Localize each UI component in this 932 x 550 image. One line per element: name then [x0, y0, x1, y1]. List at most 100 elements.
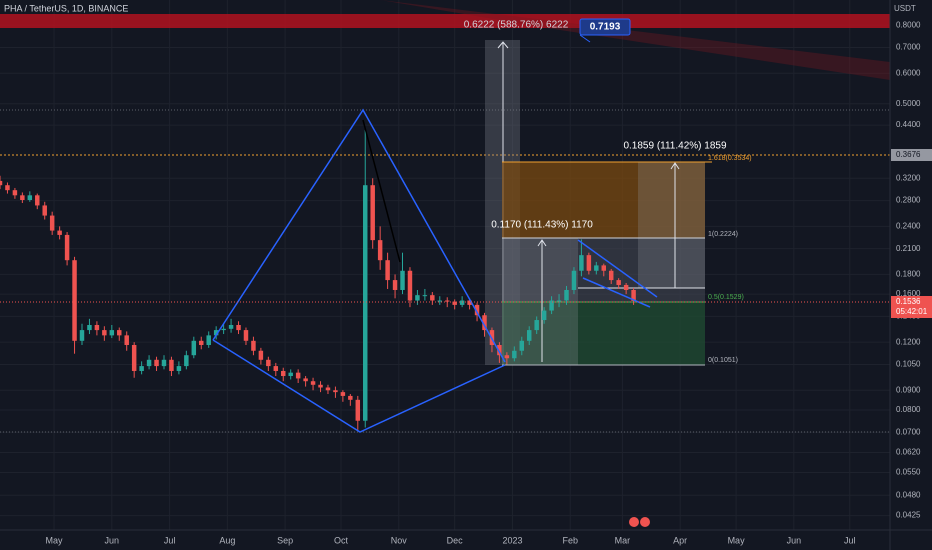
candle-body [355, 399, 361, 421]
candle-body [445, 300, 450, 302]
candle-body [221, 328, 226, 331]
x-tick-label: May [46, 535, 64, 545]
candle-body [94, 324, 100, 331]
x-tick-label: May [728, 535, 746, 545]
y-tick-label: 0.0480 [896, 490, 921, 499]
candle-body [57, 230, 62, 235]
alert-price-box [891, 149, 932, 161]
candle-body [430, 295, 435, 301]
last-price-box [891, 296, 932, 318]
candle-body [228, 324, 234, 329]
x-tick-label: Feb [562, 535, 578, 545]
y-tick-label: 0.0425 [896, 511, 921, 520]
candle-body [295, 372, 301, 379]
y-tick-label: 0.7000 [896, 43, 921, 52]
candle-body [35, 195, 40, 206]
candle-body [273, 366, 279, 371]
label-pointer [579, 34, 591, 43]
candle-body [42, 205, 47, 216]
countdown: 05:42:01 [896, 307, 928, 316]
candle-body [176, 366, 182, 371]
candle-body [437, 300, 443, 302]
candle-body [27, 195, 33, 200]
chart-title: PHA / TetherUS, 1D, BINANCE [4, 3, 128, 13]
candle-body [467, 300, 472, 305]
x-tick-label: Jun [105, 535, 120, 545]
candle-body [534, 320, 539, 331]
candle-body [579, 255, 584, 271]
x-tick-label: Jun [787, 535, 802, 545]
resistance-band [0, 14, 890, 28]
candle-body [504, 355, 510, 359]
candle-body [236, 324, 241, 331]
candle-body [586, 255, 592, 271]
y-tick-label: 0.6000 [896, 68, 921, 77]
measure-label: 0.6222 (588.76%) 6222 [464, 20, 569, 31]
arrow-head [670, 162, 680, 170]
candle-body [422, 295, 428, 297]
measure-label: 0.1170 (111.43%) 1170 [491, 220, 593, 231]
candle-body [49, 215, 55, 231]
fib-zone [502, 162, 705, 238]
candle-body [519, 340, 525, 351]
price-axis [890, 0, 932, 550]
candle-body [0, 180, 3, 186]
x-tick-label: Jul [164, 535, 176, 545]
pattern-line [212, 108, 506, 363]
candle-body [139, 366, 144, 371]
x-tick-label: Oct [334, 535, 349, 545]
y-tick-label: 0.2400 [896, 221, 921, 230]
candle-body [154, 359, 159, 367]
candle-body [169, 359, 174, 371]
candle-body [12, 190, 18, 196]
x-tick-label: Apr [673, 535, 687, 545]
candle-body [243, 330, 249, 341]
fib-label: 1(0.2224) [708, 231, 738, 238]
last-price: 0.1536 [896, 297, 921, 306]
price-label-box [579, 18, 631, 36]
candle-body [571, 270, 577, 290]
candle-body [79, 330, 85, 341]
candle-body [594, 265, 599, 271]
candle-body [608, 270, 614, 281]
candle-body [5, 185, 10, 191]
axes: 0.8000 0.7000 0.6000 0.5000 0.4400 0.3200 0.28… [46, 20, 921, 545]
candle-body [72, 260, 77, 341]
candle-body [512, 350, 517, 359]
alert-price: 0.3676 [896, 150, 921, 159]
y-tick-label: 0.0700 [896, 427, 921, 436]
fib-label: 0(0.1051) [708, 357, 738, 364]
candle-body [310, 381, 316, 385]
event-icon [629, 517, 639, 527]
measure-box [638, 162, 705, 288]
x-tick-label: Aug [219, 535, 235, 545]
candle-body [124, 335, 129, 345]
candle-body [452, 301, 457, 305]
candle-body [459, 300, 465, 305]
candle-body [370, 185, 375, 241]
candle-body [161, 359, 167, 367]
y-tick-label: 0.3200 [896, 173, 921, 182]
price-labels: USDT 0.3676 0.1536 05:42:01 [891, 4, 932, 318]
candle-body [87, 324, 92, 331]
candle-body [333, 390, 338, 393]
candle-body [623, 284, 629, 290]
candle-body [392, 280, 398, 290]
candle-body [631, 289, 636, 301]
candle-body [64, 234, 70, 261]
candle-body [482, 315, 487, 331]
y-tick-label: 0.5000 [896, 99, 921, 108]
candle-body [497, 344, 502, 356]
x-tick-label: Jul [844, 535, 856, 545]
y-tick-label: 0.1050 [896, 360, 921, 369]
candle-body [601, 265, 607, 271]
candle-body [340, 392, 346, 396]
x-tick-label: Dec [447, 535, 464, 545]
x-tick-label: 2023 [502, 535, 522, 545]
candle-body [146, 359, 152, 367]
y-tick-label: 0.2100 [896, 244, 921, 253]
candle-body [20, 195, 25, 200]
candle-body [348, 395, 353, 400]
y-tick-label: 0.8000 [896, 20, 921, 29]
fib-zone [502, 302, 705, 365]
